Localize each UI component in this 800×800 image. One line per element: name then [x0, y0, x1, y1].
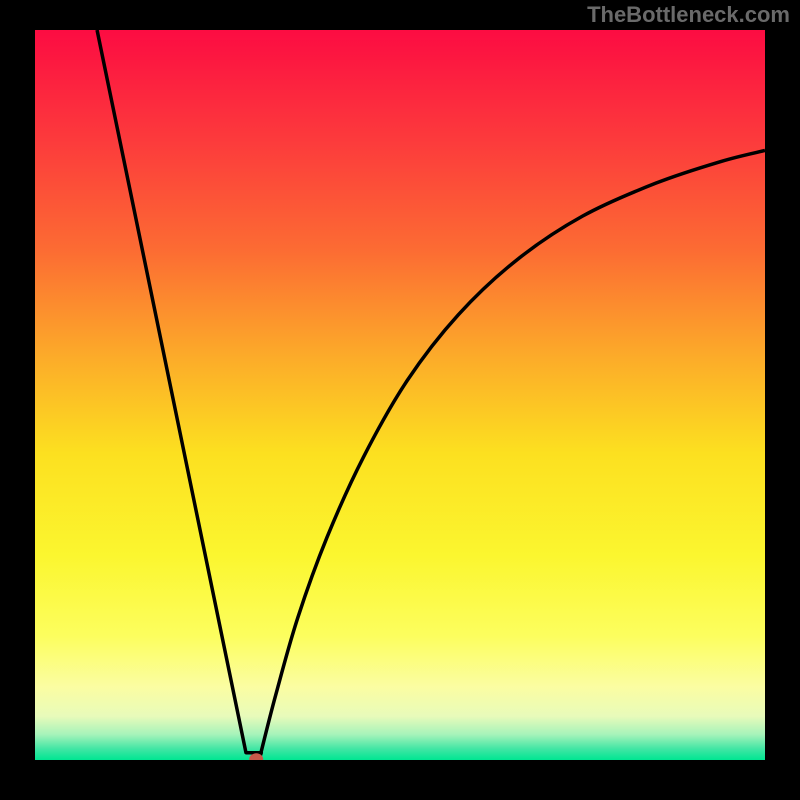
plot-area — [35, 30, 765, 760]
chart-container: TheBottleneck.com — [0, 0, 800, 800]
watermark-text: TheBottleneck.com — [587, 2, 790, 28]
